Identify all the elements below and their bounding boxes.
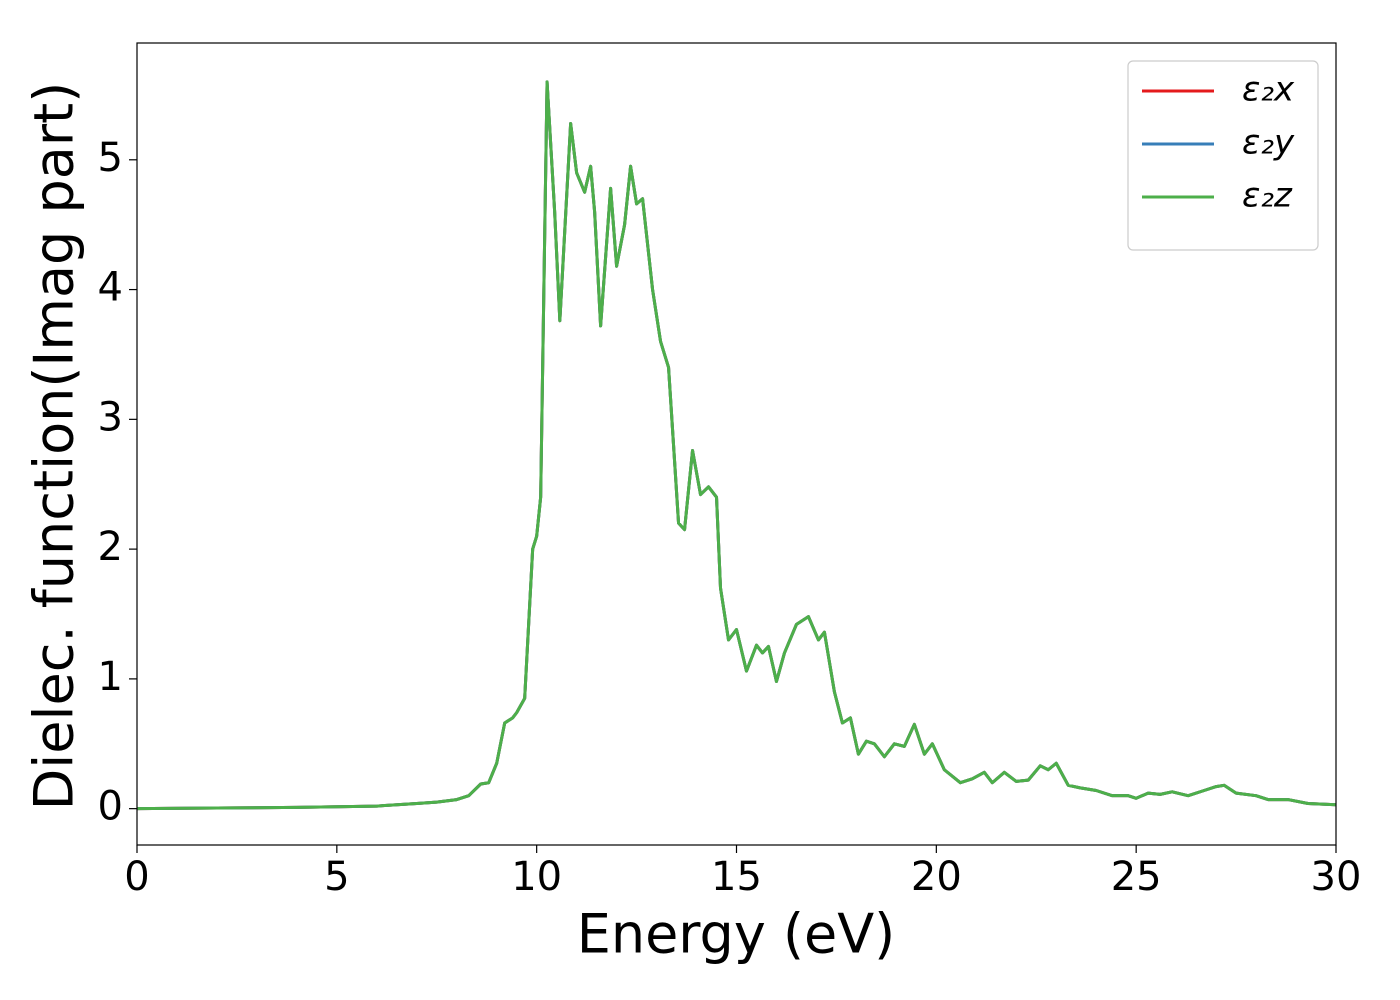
- x-axis-label: Energy (eV): [577, 903, 896, 966]
- x-tick-label: 5: [324, 854, 349, 900]
- y-axis-label: Dielec. function(Imag part): [23, 82, 86, 811]
- legend-box: [1127, 60, 1319, 251]
- x-tick-label: 10: [511, 854, 562, 900]
- x-tick-label: 30: [1311, 854, 1362, 900]
- series-line: [136, 80, 1337, 811]
- y-tick-label: 1: [98, 654, 123, 700]
- y-tick-label: 0: [98, 784, 123, 830]
- x-tick-label: 20: [911, 854, 962, 900]
- legend-label: ε₂z: [1242, 176, 1293, 216]
- x-tick-label: 25: [1111, 854, 1162, 900]
- y-tick-label: 4: [98, 265, 123, 311]
- legend-label: ε₂x: [1242, 70, 1295, 110]
- y-tick-label: 2: [98, 524, 123, 570]
- y-tick-label: 3: [98, 394, 123, 440]
- legend-label: ε₂y: [1242, 123, 1295, 163]
- x-tick-label: 15: [711, 854, 762, 900]
- plot-frame: [136, 42, 1337, 846]
- x-tick-label: 0: [124, 854, 149, 900]
- y-tick-label: 5: [98, 135, 123, 181]
